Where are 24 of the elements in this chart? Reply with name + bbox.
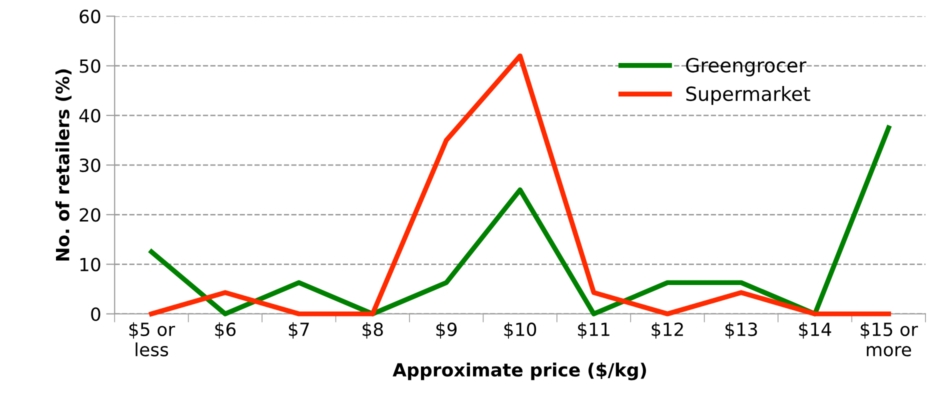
y-tick-label: 0	[91, 307, 100, 321]
x-tick-label: $6	[215, 322, 236, 339]
x-axis-title: Approximate price ($/kg)	[392, 362, 646, 380]
x-tick-label: $12	[652, 322, 683, 339]
x-tick-label: $8	[362, 322, 383, 339]
legend-label: Greengrocer	[686, 58, 806, 76]
line-series	[149, 53, 892, 316]
x-tick-label: $5 or less	[129, 322, 176, 356]
y-tick-label: 30	[80, 158, 100, 172]
x-tick-label: $15 or more	[860, 322, 918, 356]
line-series	[149, 125, 892, 316]
y-tick-label: 20	[80, 208, 100, 222]
x-tick-label: $7	[288, 322, 309, 339]
y-tick-label: 60	[80, 10, 100, 24]
x-tick-label: $13	[725, 322, 757, 339]
x-tick-label: $9	[436, 322, 457, 339]
y-tick-label: 10	[80, 258, 100, 272]
legend-label: Supermarket	[686, 86, 810, 105]
y-axis-title: No. of retailers (%)	[55, 69, 72, 261]
y-tick-label: 40	[79, 108, 100, 123]
x-tick-label: $11	[578, 322, 610, 339]
x-tick-label: $14	[799, 322, 832, 339]
x-tick-label: $10	[504, 322, 536, 339]
y-tick-label: 50	[80, 59, 100, 73]
